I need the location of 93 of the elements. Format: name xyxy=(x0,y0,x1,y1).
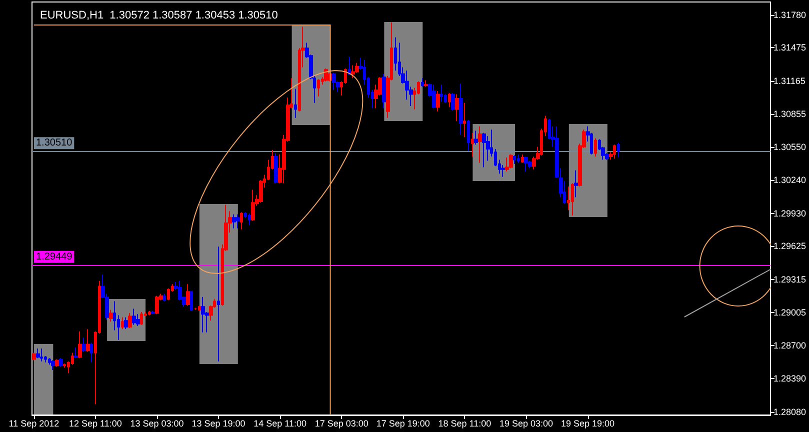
candlestick xyxy=(151,310,155,315)
candlestick xyxy=(32,352,36,361)
candlestick xyxy=(421,78,424,88)
candlestick xyxy=(521,154,524,164)
candlestick xyxy=(163,293,166,302)
x-tick-label: 12 Sep 11:00 xyxy=(69,418,122,428)
x-tick-label: 17 Sep 03:00 xyxy=(314,418,368,428)
y-tick-label: 1.28080 xyxy=(773,406,806,417)
candlestick xyxy=(40,348,43,362)
candlestick xyxy=(574,170,578,198)
candlestick xyxy=(448,92,451,108)
candlestick xyxy=(348,56,351,76)
candlestick xyxy=(36,348,40,359)
candlestick xyxy=(140,312,143,326)
candlestick xyxy=(332,72,336,90)
candlestick xyxy=(236,214,240,229)
candlestick xyxy=(451,92,455,111)
y-tick-label: 1.29625 xyxy=(773,241,806,252)
candlestick xyxy=(109,309,113,322)
candlestick xyxy=(148,310,151,316)
y-tick-label: 1.29315 xyxy=(773,274,806,284)
x-tick-label: 14 Sep 11:00 xyxy=(254,418,307,428)
candlestick xyxy=(432,84,436,109)
candlestick xyxy=(217,246,220,362)
candlestick xyxy=(513,154,516,164)
candlestick xyxy=(86,328,90,352)
candlestick xyxy=(324,68,328,82)
x-tick-label: 19 Sep 19:00 xyxy=(560,418,615,428)
y-tick-label: 1.30550 xyxy=(773,142,806,152)
x-tick-label: 13 Sep 19:00 xyxy=(192,418,246,428)
candlestick xyxy=(132,308,136,326)
y-tick-label: 1.28390 xyxy=(773,374,806,384)
candlestick xyxy=(317,78,320,97)
candlestick xyxy=(436,90,440,112)
candlestick xyxy=(78,330,82,359)
candlestick xyxy=(509,154,513,169)
candlestick xyxy=(482,132,486,168)
candlestick xyxy=(274,152,278,184)
candlestick xyxy=(190,291,193,312)
candlestick xyxy=(198,305,201,312)
y-tick-label: 1.30855 xyxy=(773,109,806,120)
candlestick xyxy=(571,182,574,216)
candlestick xyxy=(459,83,463,136)
candlestick xyxy=(440,84,443,102)
candlestick xyxy=(155,295,159,315)
candlestick xyxy=(59,358,63,368)
candlestick xyxy=(232,214,236,229)
ref-line-label: 1.30510 xyxy=(36,138,73,149)
candlestick xyxy=(424,80,428,88)
candlestick xyxy=(74,346,78,359)
x-tick-label: 13 Sep 03:00 xyxy=(130,418,184,428)
y-tick-label: 1.31780 xyxy=(773,10,806,20)
candlestick xyxy=(467,120,470,152)
candlestick xyxy=(455,94,459,122)
candlestick xyxy=(121,316,124,330)
candlestick xyxy=(240,212,243,230)
candlestick xyxy=(51,360,55,370)
x-tick-label: 19 Sep 03:00 xyxy=(499,418,554,428)
candlestick xyxy=(55,358,59,368)
y-tick-label: 1.30240 xyxy=(773,175,806,186)
candlestick xyxy=(528,160,532,169)
x-tick-label: 11 Sep 2012 xyxy=(8,418,60,428)
candlestick xyxy=(524,156,528,172)
candlestick xyxy=(124,316,128,330)
candlestick xyxy=(478,126,482,164)
candlestick xyxy=(128,312,132,329)
candlestick xyxy=(201,296,205,333)
y-tick-label: 1.29930 xyxy=(773,208,806,218)
candlestick xyxy=(294,88,297,118)
y-tick-label: 1.29005 xyxy=(773,308,806,318)
candlestick xyxy=(351,64,355,79)
y-tick-label: 1.31165 xyxy=(773,76,806,86)
x-tick-label: 18 Sep 11:00 xyxy=(438,418,492,428)
candlestick xyxy=(505,157,509,172)
candlestick xyxy=(463,102,466,138)
candlestick xyxy=(471,132,474,157)
candlestick xyxy=(613,144,616,160)
candlestick xyxy=(517,154,520,164)
candlestick xyxy=(90,342,93,363)
candlestick xyxy=(248,212,251,226)
y-tick-label: 1.31475 xyxy=(773,42,806,53)
y-tick-label: 1.28700 xyxy=(773,340,806,350)
candlestick xyxy=(382,73,386,109)
candlestick xyxy=(251,189,255,222)
candlestick xyxy=(82,337,86,352)
candlestick xyxy=(186,284,190,306)
x-tick-label: 17 Sep 19:00 xyxy=(376,418,430,428)
candlestick xyxy=(474,130,478,146)
candlestick xyxy=(167,288,170,301)
candlestick xyxy=(617,142,620,158)
candlestick xyxy=(594,138,597,157)
text: EURUSD,H1 1.30572 1.30587 1.30453 1.30510 xyxy=(40,10,278,22)
ref-line-label: 1.29449 xyxy=(36,251,73,262)
